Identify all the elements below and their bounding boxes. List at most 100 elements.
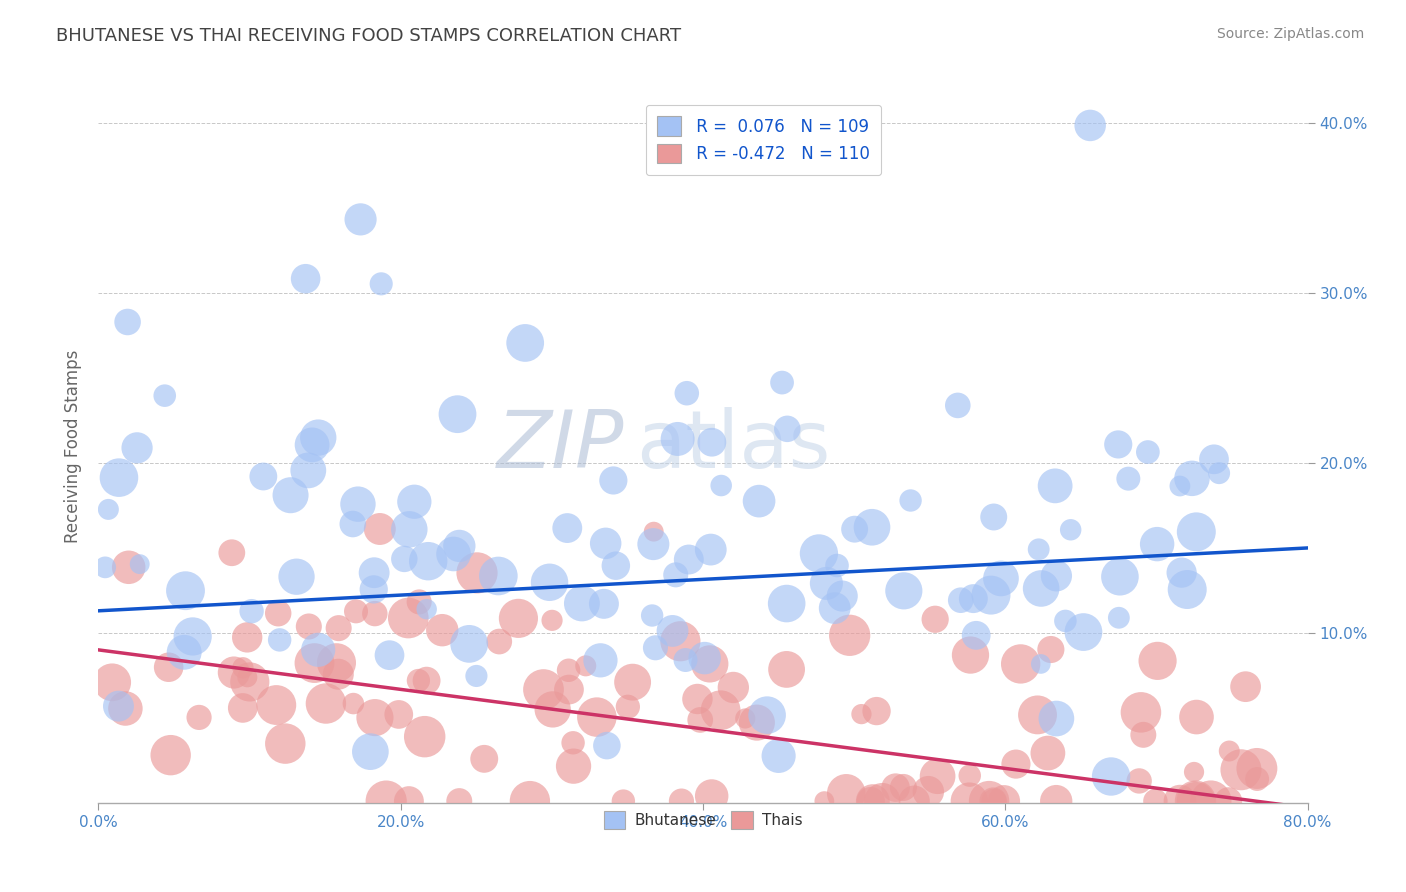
Point — [449, 794, 471, 808]
Point — [342, 697, 364, 711]
Point — [1246, 772, 1268, 786]
Point — [675, 653, 697, 667]
Point — [1146, 654, 1168, 668]
Point — [108, 470, 131, 484]
Point — [398, 522, 420, 536]
Point — [617, 699, 640, 714]
Point — [328, 621, 350, 635]
Point — [1029, 657, 1052, 671]
Text: ZIP: ZIP — [498, 407, 624, 485]
Point — [851, 707, 873, 722]
Point — [1230, 763, 1253, 777]
Point — [328, 667, 350, 681]
Point — [903, 794, 925, 808]
Point — [298, 619, 321, 633]
Point — [269, 632, 291, 647]
Point — [686, 692, 709, 706]
Point — [446, 407, 468, 421]
Point — [364, 607, 387, 621]
Legend: Bhutanese, Thais: Bhutanese, Thais — [595, 802, 811, 838]
Point — [1108, 611, 1130, 625]
Point — [370, 277, 392, 291]
Point — [900, 493, 922, 508]
Point — [221, 546, 243, 560]
Point — [643, 524, 665, 539]
Point — [776, 422, 799, 436]
Text: BHUTANESE VS THAI RECEIVING FOOD STAMPS CORRELATION CHART: BHUTANESE VS THAI RECEIVING FOOD STAMPS … — [56, 27, 682, 45]
Point — [488, 634, 510, 648]
Point — [813, 794, 835, 808]
Point — [949, 593, 972, 607]
Point — [1099, 770, 1122, 784]
Point — [239, 675, 262, 690]
Point — [157, 660, 180, 674]
Point — [1185, 710, 1208, 724]
Point — [965, 628, 987, 642]
Point — [924, 612, 946, 626]
Point — [959, 769, 981, 783]
Point — [1146, 537, 1168, 551]
Point — [946, 398, 969, 412]
Text: atlas: atlas — [637, 407, 831, 485]
Point — [222, 665, 245, 680]
Point — [661, 624, 683, 638]
Point — [1218, 744, 1240, 758]
Point — [117, 315, 139, 329]
Point — [689, 713, 711, 727]
Point — [621, 675, 644, 690]
Point — [562, 736, 585, 750]
Point — [815, 576, 838, 591]
Point — [693, 651, 716, 665]
Point — [533, 682, 555, 697]
Point — [562, 759, 585, 773]
Point — [710, 478, 733, 492]
Text: #c9d9f0: #c9d9f0 — [548, 411, 858, 481]
Point — [575, 658, 598, 673]
Point — [541, 702, 564, 716]
Point — [375, 794, 398, 808]
Point — [859, 794, 882, 808]
Point — [983, 510, 1005, 524]
Point — [232, 701, 254, 715]
Point — [768, 748, 790, 763]
Point — [699, 657, 721, 671]
Point — [285, 570, 308, 584]
Point — [107, 699, 129, 714]
Point — [301, 438, 323, 452]
Point — [558, 682, 581, 697]
Point — [1132, 728, 1154, 742]
Point — [1045, 569, 1067, 583]
Point — [1026, 707, 1049, 722]
Point — [557, 663, 579, 677]
Point — [252, 469, 274, 483]
Point — [181, 629, 204, 643]
Point — [959, 648, 981, 662]
Point — [307, 642, 329, 657]
Point — [981, 794, 1004, 808]
Point — [415, 673, 437, 688]
Point — [957, 794, 980, 808]
Point — [844, 522, 866, 536]
Point — [1184, 794, 1206, 808]
Point — [644, 640, 666, 655]
Point — [700, 789, 723, 803]
Point — [538, 575, 561, 590]
Point — [893, 780, 915, 795]
Point — [1036, 746, 1059, 760]
Point — [349, 212, 371, 227]
Point — [541, 613, 564, 627]
Point — [1043, 479, 1066, 493]
Point — [1010, 657, 1032, 671]
Point — [128, 557, 150, 571]
Point — [962, 591, 984, 606]
Point — [665, 567, 688, 582]
Point — [280, 488, 302, 502]
Point — [1128, 773, 1150, 788]
Point — [188, 710, 211, 724]
Point — [838, 628, 860, 642]
Point — [1199, 794, 1222, 808]
Point — [571, 596, 593, 610]
Point — [508, 611, 530, 625]
Point — [294, 271, 316, 285]
Point — [723, 681, 745, 695]
